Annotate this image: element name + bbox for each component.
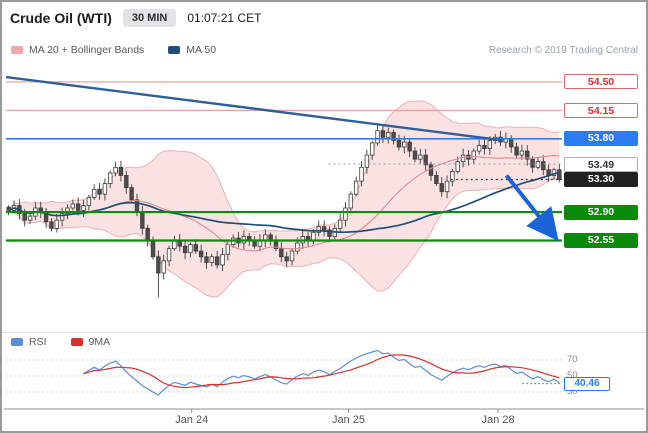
ma50-legend-label: MA 50 [186, 44, 217, 56]
rsi-9ma-legend-label: 9MA [88, 336, 111, 348]
rsi-9ma-legend-icon [70, 338, 83, 346]
ma20-bollinger-legend-label: MA 20 + Bollinger Bands [29, 44, 145, 56]
rsi-current-value: 40.46 [564, 376, 610, 391]
clock-time: 01:07:21 CET [187, 11, 262, 25]
header: Crude Oil (WTI) 30 MIN 01:07:21 CET [2, 2, 646, 32]
overlay-legend-row: MA 20 + Bollinger Bands MA 50 Research ©… [11, 44, 638, 56]
instrument-title: Crude Oil (WTI) [10, 10, 112, 26]
rsi-legend-label: RSI [29, 336, 47, 348]
ma20-bollinger-legend-icon [11, 46, 23, 54]
rsi-legend-row: RSI 9MA [11, 336, 638, 348]
timeframe-badge: 30 MIN [122, 9, 177, 27]
ma50-legend-icon [168, 46, 181, 54]
rsi-legend-icon [11, 338, 23, 346]
panel-divider [2, 332, 646, 333]
research-credit: Research © 2019 Trading Central [488, 44, 638, 56]
